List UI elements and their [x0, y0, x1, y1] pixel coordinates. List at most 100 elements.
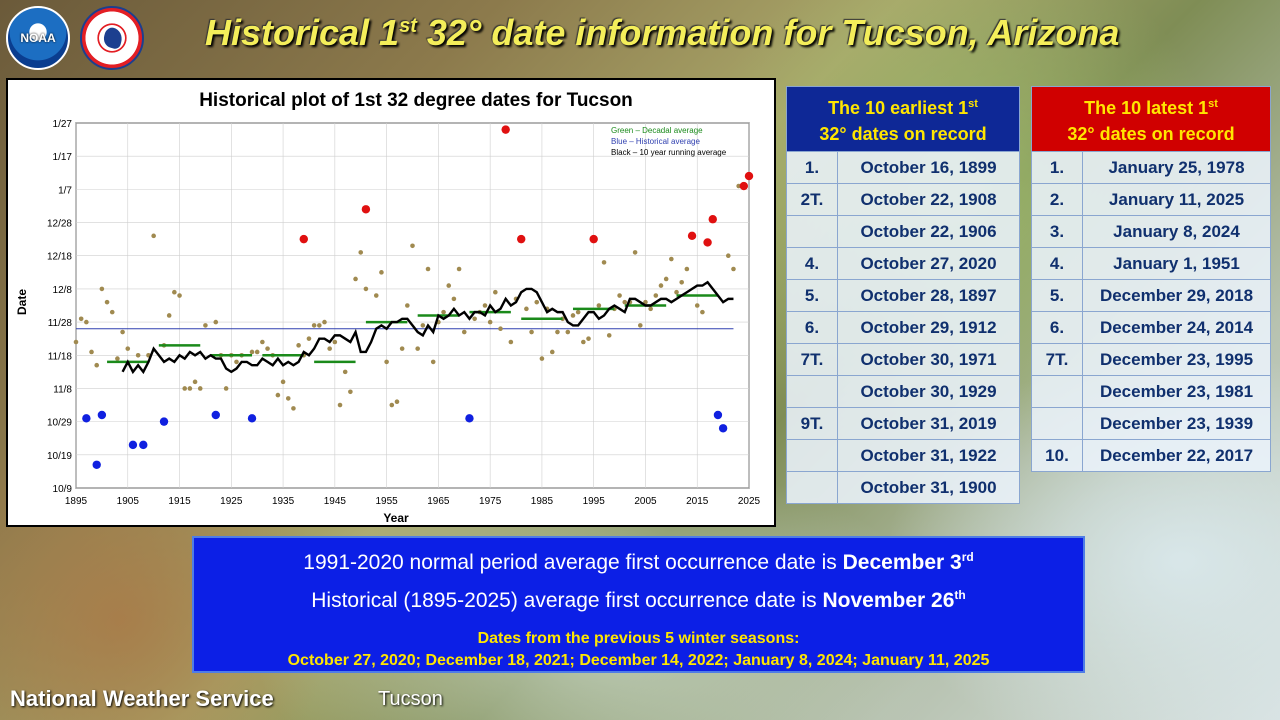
- data-point: [358, 250, 364, 255]
- earliest-point: [247, 414, 257, 423]
- record-date: October 28, 1897: [837, 279, 1020, 312]
- record-row: October 30, 1929: [786, 375, 1020, 408]
- latest-point: [703, 238, 712, 247]
- x-tick-label: 1995: [583, 496, 606, 507]
- y-tick-label: 11/28: [48, 318, 73, 329]
- record-rank: [1031, 375, 1083, 408]
- x-tick-label: 1905: [117, 496, 140, 507]
- data-point: [192, 379, 198, 385]
- record-rank: [1031, 407, 1083, 440]
- data-point: [508, 339, 514, 345]
- record-date: October 30, 1929: [837, 375, 1020, 408]
- y-tick-label: 10/9: [53, 484, 73, 495]
- record-row: 3. January 8, 2024: [1031, 215, 1271, 248]
- data-point: [399, 346, 405, 351]
- chart-panel: Historical plot of 1st 32 degree dates f…: [6, 78, 776, 527]
- x-tick-label: 1935: [272, 496, 295, 507]
- data-point: [643, 299, 648, 305]
- x-tick-label: 1975: [479, 496, 502, 507]
- data-point: [94, 362, 100, 368]
- record-row: October 31, 1900: [786, 471, 1020, 504]
- data-point: [291, 406, 296, 411]
- data-point: [280, 379, 286, 385]
- latest-point: [501, 125, 510, 134]
- earliest-point: [159, 417, 169, 426]
- record-date: December 22, 2017: [1082, 439, 1271, 472]
- x-tick-label: 1985: [531, 496, 554, 507]
- data-point: [363, 286, 369, 292]
- noaa-logo-text: NOAA: [20, 31, 56, 45]
- record-rank: 2T.: [786, 183, 838, 216]
- latest-point: [361, 205, 371, 214]
- record-date: December 24, 2014: [1082, 311, 1271, 344]
- x-tick-label: 1955: [375, 496, 398, 507]
- record-date: October 22, 1906: [837, 215, 1020, 248]
- data-point: [151, 233, 156, 239]
- data-point: [89, 349, 94, 355]
- y-tick-label: 12/28: [47, 219, 72, 230]
- record-date: January 8, 2024: [1082, 215, 1271, 248]
- data-point: [260, 339, 265, 345]
- data-point: [99, 286, 105, 292]
- data-point: [166, 313, 172, 318]
- data-point: [446, 283, 452, 288]
- data-point: [109, 309, 115, 315]
- y-tick-label: 12/18: [47, 252, 72, 263]
- data-point: [663, 276, 669, 282]
- data-point: [420, 323, 426, 328]
- data-point: [622, 299, 628, 305]
- data-point: [684, 266, 690, 272]
- x-tick-label: 1965: [427, 496, 450, 507]
- record-row: 10. December 22, 2017: [1031, 439, 1271, 472]
- latest-point: [299, 234, 308, 244]
- earliest-table-header: The 10 earliest 1st 32° dates on record: [786, 86, 1020, 152]
- record-rank: 7T.: [1031, 343, 1083, 376]
- x-axis-label: Year: [383, 511, 409, 525]
- latest-point: [739, 181, 749, 191]
- earliest-point: [82, 414, 91, 423]
- data-point: [606, 333, 612, 338]
- earliest-point: [718, 424, 728, 433]
- historical-average-line: Historical (1895-2025) average first occ…: [311, 588, 966, 612]
- x-tick-label: 1925: [220, 496, 243, 507]
- y-tick-label: 12/8: [53, 285, 73, 296]
- record-row: 7T. December 23, 1995: [1031, 343, 1271, 376]
- record-date: October 16, 1899: [837, 151, 1020, 184]
- record-date: October 31, 1922: [837, 439, 1020, 472]
- page-title: Historical 1st 32° date information for …: [205, 12, 1120, 53]
- record-rank: 1.: [1031, 151, 1083, 184]
- y-tick-label: 1/17: [53, 152, 73, 163]
- y-tick-label: 10/29: [47, 418, 72, 429]
- data-point: [322, 319, 327, 325]
- data-point: [539, 356, 545, 361]
- record-row: 9T. October 31, 2019: [786, 407, 1020, 440]
- data-point: [472, 316, 477, 322]
- record-rank: 4.: [786, 247, 838, 280]
- record-row: 1. January 25, 1978: [1031, 151, 1271, 184]
- data-point: [135, 352, 141, 358]
- record-rank: 9T.: [786, 407, 838, 440]
- earliest-point: [128, 440, 138, 450]
- y-tick-label: 1/7: [58, 185, 72, 196]
- data-point: [451, 296, 457, 302]
- record-rank: 2.: [1031, 183, 1083, 216]
- record-date: December 23, 1939: [1082, 407, 1271, 440]
- data-point: [694, 303, 700, 308]
- legend-entry: Black – 10 year running average: [611, 148, 727, 157]
- data-point: [482, 303, 488, 308]
- data-point: [632, 250, 638, 255]
- data-point: [384, 359, 389, 365]
- data-point: [172, 289, 177, 295]
- record-date: January 1, 1951: [1082, 247, 1271, 280]
- record-date: October 30, 1971: [837, 343, 1020, 376]
- summary-box: 1991-2020 normal period average first oc…: [192, 536, 1085, 673]
- data-point: [648, 306, 653, 312]
- record-row: 6. December 24, 2014: [1031, 311, 1271, 344]
- record-row: 1. October 16, 1899: [786, 151, 1020, 184]
- data-point: [669, 256, 674, 262]
- record-date: December 23, 1981: [1082, 375, 1271, 408]
- data-point: [197, 386, 203, 391]
- record-date: December 23, 1995: [1082, 343, 1271, 376]
- data-point: [353, 276, 358, 282]
- data-point: [410, 243, 415, 249]
